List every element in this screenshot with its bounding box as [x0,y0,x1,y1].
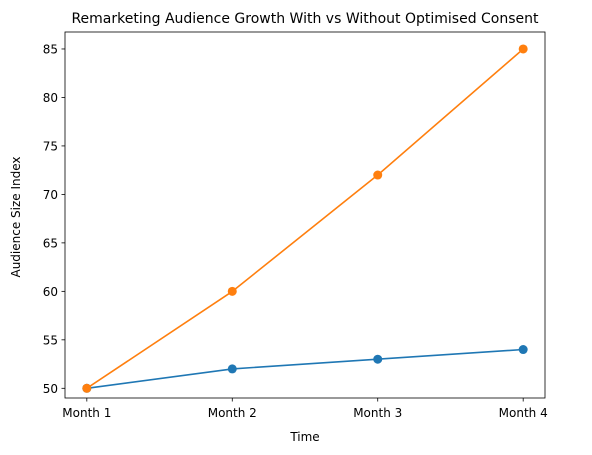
x-tick-label: Month 2 [208,406,257,420]
x-tick-label: Month 4 [499,406,548,420]
series-line-2 [86,48,524,389]
y-axis-label: Audience Size Index [9,156,23,277]
data-point [227,286,237,296]
y-tick-label: 75 [43,139,58,153]
y-tick-label: 55 [43,333,58,347]
y-tick-label: 85 [43,42,58,56]
y-tick-label: 60 [43,285,58,299]
chart-title: Remarketing Audience Growth With vs With… [71,11,539,27]
y-tick-label: 50 [43,382,58,396]
y-tick-label: 70 [43,188,58,202]
data-point [82,383,92,393]
series-line-1 [86,348,524,390]
data-point [373,354,383,364]
x-tick-label: Month 3 [353,406,402,420]
plot-area: 50 55 60 65 70 75 80 85 Month 1 Month 2 Month 3 Mon… [43,31,548,420]
y-tick-label: 80 [43,91,58,105]
data-point [373,170,383,180]
y-tick-label: 65 [43,236,58,250]
data-point [518,345,528,355]
x-axis-label: Time [289,430,319,444]
x-tick-label: Month 1 [62,406,111,420]
data-point [227,364,237,374]
plot-frame [64,31,546,399]
data-point [518,44,528,54]
